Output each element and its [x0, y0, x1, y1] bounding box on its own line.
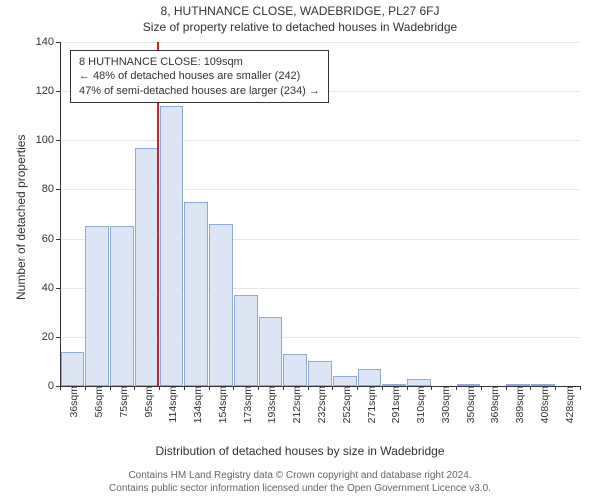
histogram-bar — [259, 317, 283, 386]
histogram-bar — [135, 148, 159, 386]
y-tick-label: 40 — [42, 282, 60, 294]
x-axis-label: Distribution of detached houses by size … — [0, 444, 600, 458]
x-tick-label: 428sqm — [560, 386, 576, 423]
x-tick-label: 173sqm — [238, 386, 254, 423]
y-tick-label: 0 — [48, 380, 60, 392]
x-tick-label: 310sqm — [411, 386, 427, 423]
annotation-line: 47% of semi-detached houses are larger (… — [79, 84, 320, 98]
footer-line-1: Contains HM Land Registry data © Crown c… — [0, 470, 600, 483]
y-tick-label: 100 — [36, 134, 60, 146]
histogram-bar — [234, 295, 258, 386]
x-tick-label: 95sqm — [139, 386, 155, 418]
x-tick-label: 350sqm — [461, 386, 477, 423]
histogram-bar — [358, 369, 382, 386]
y-tick-label: 80 — [42, 183, 60, 195]
chart-title-line2: Size of property relative to detached ho… — [0, 20, 600, 34]
chart-footer: Contains HM Land Registry data © Crown c… — [0, 470, 600, 495]
chart-container: 8, HUTHNANCE CLOSE, WADEBRIDGE, PL27 6FJ… — [0, 0, 600, 500]
histogram-bar — [184, 202, 208, 386]
histogram-bar — [160, 106, 184, 386]
x-tick-label: 193sqm — [262, 386, 278, 423]
x-tick-label: 232sqm — [312, 386, 328, 423]
gridline — [60, 140, 580, 141]
footer-line-2: Contains public sector information licen… — [0, 483, 600, 496]
histogram-bar — [308, 361, 332, 386]
x-tick-label: 75sqm — [114, 386, 130, 418]
histogram-bar — [407, 379, 431, 386]
x-tick-label: 56sqm — [89, 386, 105, 418]
x-tick-label: 389sqm — [510, 386, 526, 423]
histogram-bar — [110, 226, 134, 386]
x-tick — [580, 386, 581, 390]
annotation-box: 8 HUTHNANCE CLOSE: 109sqm← 48% of detach… — [70, 50, 329, 103]
x-tick-label: 330sqm — [436, 386, 452, 423]
x-tick-label: 271sqm — [362, 386, 378, 423]
x-tick-label: 114sqm — [163, 386, 179, 423]
x-tick-label: 369sqm — [485, 386, 501, 423]
histogram-bar — [209, 224, 233, 386]
x-tick-label: 408sqm — [535, 386, 551, 423]
histogram-bar — [333, 376, 357, 386]
y-tick-label: 140 — [36, 36, 60, 48]
x-tick-label: 134sqm — [188, 386, 204, 423]
chart-title-line1: 8, HUTHNANCE CLOSE, WADEBRIDGE, PL27 6FJ — [0, 4, 600, 18]
y-axis-line — [60, 42, 61, 386]
histogram-bar — [61, 352, 85, 386]
y-axis-label: Number of detached properties — [14, 135, 28, 300]
annotation-line: ← 48% of detached houses are smaller (24… — [79, 69, 320, 83]
y-tick-label: 20 — [42, 331, 60, 343]
x-tick-label: 252sqm — [337, 386, 353, 423]
x-axis-line — [60, 386, 580, 387]
gridline — [60, 42, 580, 43]
histogram-bar — [283, 354, 307, 386]
y-tick-label: 120 — [36, 85, 60, 97]
annotation-line: 8 HUTHNANCE CLOSE: 109sqm — [79, 55, 320, 69]
x-tick-label: 212sqm — [287, 386, 303, 423]
x-tick-label: 36sqm — [64, 386, 80, 418]
y-tick-label: 60 — [42, 233, 60, 245]
x-tick-label: 154sqm — [213, 386, 229, 423]
histogram-bar — [85, 226, 109, 386]
x-tick-label: 291sqm — [386, 386, 402, 423]
